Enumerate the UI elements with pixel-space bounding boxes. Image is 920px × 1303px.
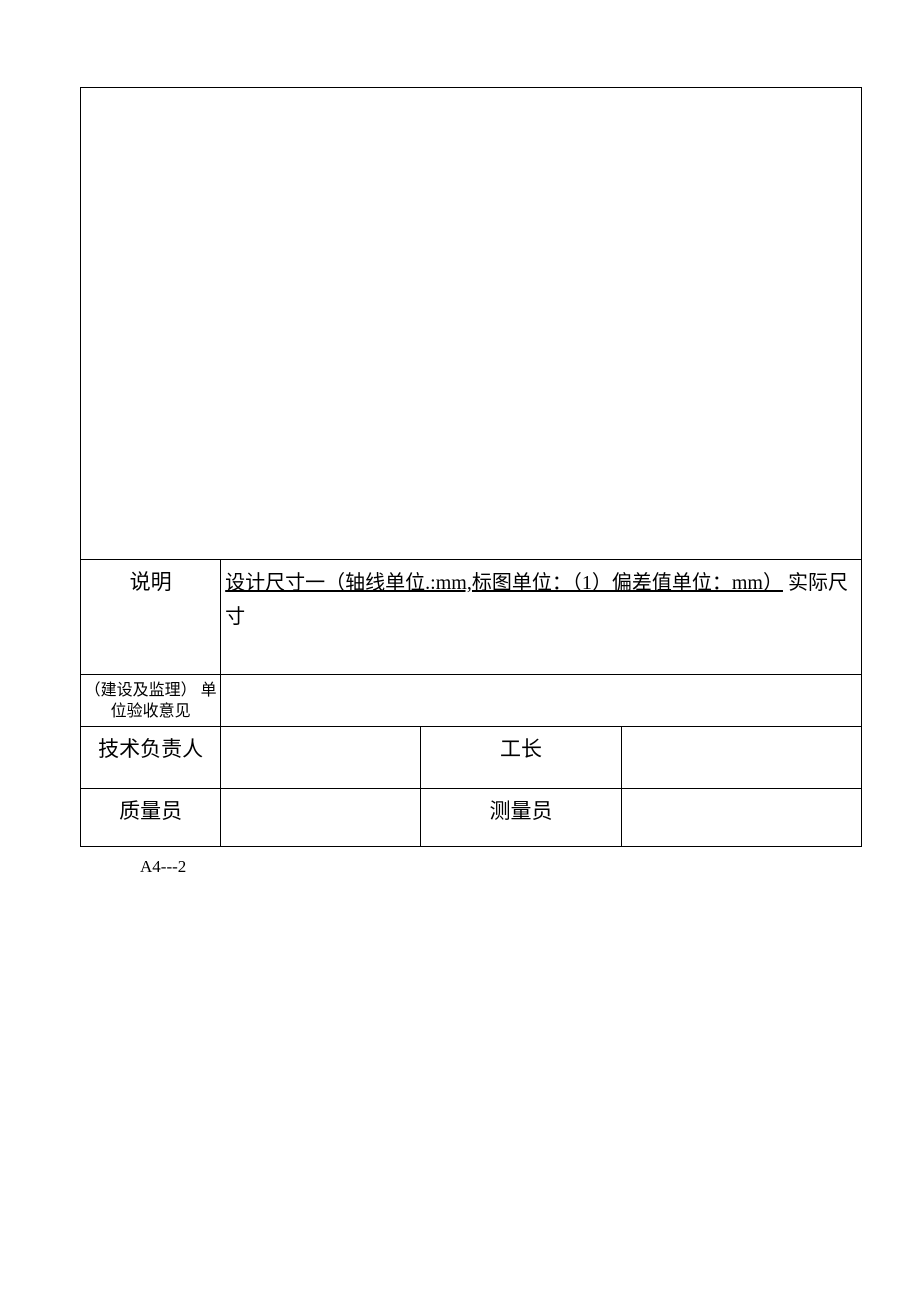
description-label: 说明 xyxy=(130,570,172,594)
surveyor-label: 测量员 xyxy=(490,799,553,823)
tech-lead-value-cell xyxy=(221,727,421,789)
surveyor-value-cell xyxy=(621,789,861,847)
tech-row: 技术负责人 工长 xyxy=(81,727,862,789)
inspection-value-cell xyxy=(221,675,862,727)
foreman-label-cell: 工长 xyxy=(421,727,621,789)
description-content-cell: 设计尺寸一（轴线单位.:mm,标图单位：（1）偏差值单位：mm） 实际尺寸 xyxy=(221,560,862,675)
description-label-cell: 说明 xyxy=(81,560,221,675)
inspection-row: （建设及监理） 单位验收意见 xyxy=(81,675,862,727)
blank-area-cell xyxy=(81,88,862,560)
tech-lead-label: 技术负责人 xyxy=(98,737,203,761)
description-row: 说明 设计尺寸一（轴线单位.:mm,标图单位：（1）偏差值单位：mm） 实际尺寸 xyxy=(81,560,862,675)
form-table-container: 说明 设计尺寸一（轴线单位.:mm,标图单位：（1）偏差值单位：mm） 实际尺寸… xyxy=(80,87,862,847)
blank-area-row xyxy=(81,88,862,560)
inspection-label: （建设及监理） 单位验收意见 xyxy=(85,682,217,720)
description-underlined-text: 设计尺寸一（轴线单位.:mm,标图单位：（1）偏差值单位：mm） xyxy=(225,572,783,594)
inspection-label-cell: （建设及监理） 单位验收意见 xyxy=(81,675,221,727)
qa-label: 质量员 xyxy=(119,799,182,823)
page-footer: A4---2 xyxy=(140,857,186,877)
foreman-value-cell xyxy=(621,727,861,789)
surveyor-label-cell: 测量员 xyxy=(421,789,621,847)
qa-row: 质量员 测量员 xyxy=(81,789,862,847)
foreman-label: 工长 xyxy=(500,737,542,761)
form-table: 说明 设计尺寸一（轴线单位.:mm,标图单位：（1）偏差值单位：mm） 实际尺寸… xyxy=(80,87,862,847)
qa-value-cell xyxy=(221,789,421,847)
tech-lead-label-cell: 技术负责人 xyxy=(81,727,221,789)
qa-label-cell: 质量员 xyxy=(81,789,221,847)
